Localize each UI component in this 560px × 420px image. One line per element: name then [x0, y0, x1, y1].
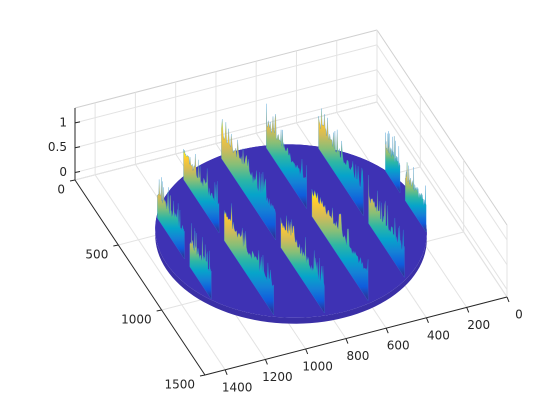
x-tick-label: 800 [346, 349, 369, 363]
x-tick [345, 338, 349, 344]
x-tick [506, 296, 510, 303]
box-edge [74, 29, 378, 109]
ridge [189, 223, 212, 300]
grid-line [74, 69, 378, 149]
y-tick-label: 1000 [121, 313, 152, 327]
ridge [280, 215, 325, 314]
x-tick [426, 317, 429, 323]
grid-line [74, 44, 378, 124]
x-tick-label: 600 [387, 339, 410, 353]
x-tick [264, 359, 268, 365]
z-tick [74, 146, 81, 149]
axes: 0 200 400 600 800 1000 1200 1400 0 500 1000 1500 0 0.… [48, 108, 523, 394]
y-tick [156, 309, 162, 312]
grid-line [376, 69, 508, 266]
y-tick [113, 244, 119, 247]
grid-line [376, 101, 508, 298]
ridge [405, 161, 427, 233]
ridge [224, 203, 274, 316]
y-tick-label: 0 [57, 183, 65, 197]
x-tick [224, 369, 228, 375]
ridge [221, 119, 276, 241]
y-tick-label: 1500 [164, 378, 195, 392]
y-tick [199, 374, 206, 377]
ridge [266, 103, 307, 210]
ridge [311, 189, 369, 302]
box-edge [376, 29, 508, 226]
y-tick-label: 500 [85, 248, 108, 262]
x-axis [204, 296, 508, 376]
surface [155, 103, 427, 324]
ridge [183, 149, 220, 234]
grid-line [94, 174, 226, 371]
z-tick [74, 121, 81, 124]
x-tick-label: 200 [467, 318, 490, 332]
y-axis [74, 179, 206, 376]
x-tick [385, 328, 389, 334]
ridge [157, 177, 185, 260]
z-tick-label: 0 [59, 165, 67, 179]
z-tick-label: 1 [59, 115, 67, 129]
ridge [368, 174, 405, 278]
x-tick-label: 1000 [302, 360, 333, 374]
x-tick [305, 348, 309, 355]
ridge [385, 131, 401, 194]
z-tick-label: 0.5 [48, 140, 67, 154]
ridge [318, 108, 364, 217]
y-tick [69, 179, 76, 182]
x-tick [466, 307, 470, 313]
x-tick-label: 400 [427, 328, 450, 342]
x-tick-label: 1200 [262, 370, 293, 384]
x-tick-label: 1400 [222, 380, 253, 394]
grid-line [376, 44, 508, 241]
x-tick-label: 0 [515, 308, 523, 322]
z-tick [74, 171, 81, 174]
grid-line [376, 94, 508, 290]
